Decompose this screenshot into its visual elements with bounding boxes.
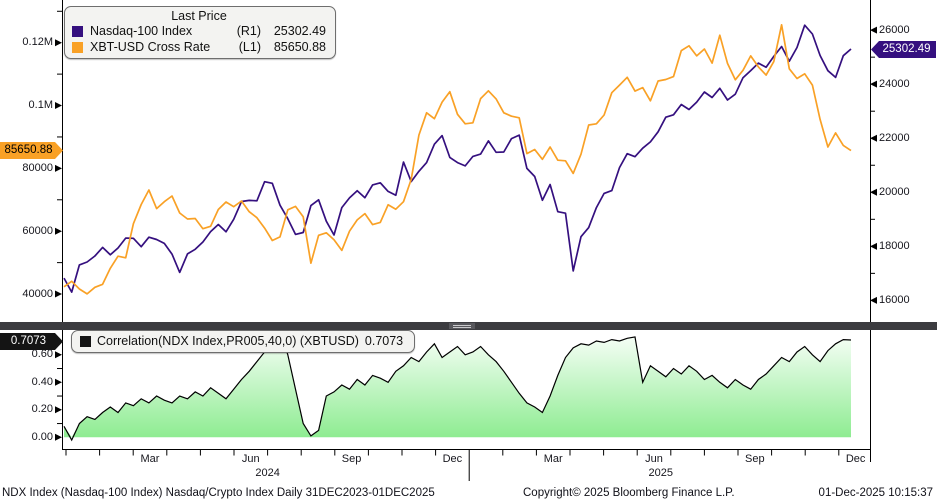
legend-row-ndx: Nasdaq-100 Index (R1) 25302.49 — [72, 23, 326, 39]
xbt-last-value: 85650.88 — [273, 40, 326, 54]
x-axis-month-label: Sep — [745, 453, 765, 465]
footer-timestamp: 01-Dec-2025 10:15:37 — [818, 487, 933, 499]
x-axis-month-label: Mar — [140, 453, 160, 465]
right-axis-tick-label: 20000 — [879, 185, 910, 198]
legend-row-xbt: XBT-USD Cross Rate (L1) 85650.88 — [72, 39, 326, 55]
x-axis-year-label: 2024 — [255, 467, 280, 479]
x-axis-month-label: Mar — [543, 453, 563, 465]
right-axis-tick-label: 26000 — [879, 23, 910, 36]
xbt-line — [63, 23, 852, 295]
ndx-last-price-badge[interactable]: 25302.49 — [871, 41, 936, 58]
right-axis-tick-label: 18000 — [879, 239, 910, 252]
ndx-line — [63, 24, 852, 293]
footer-copyright: Copyright© 2025 Bloomberg Finance L.P. — [523, 487, 735, 499]
main-legend[interactable]: Last Price Nasdaq-100 Index (R1) 25302.4… — [64, 6, 336, 59]
footer-description: NDX Index (Nasdaq-100 Index) Nasdaq/Cryp… — [2, 487, 435, 499]
correlation-last-value-badge[interactable]: 0.7073 — [0, 333, 63, 350]
ndx-axis-tag: (R1) — [236, 24, 261, 38]
left-axis-tick-label: 0.1M — [28, 99, 53, 112]
corr-axis-tick-label: 0.40 — [31, 375, 53, 388]
x-axis-year-label: 2025 — [648, 467, 673, 479]
xbt-swatch — [72, 41, 83, 53]
xbt-axis-tag: (L1) — [238, 40, 261, 54]
legend-title: Last Price — [171, 9, 227, 23]
left-axis-tick-label: 60000 — [22, 224, 53, 237]
left-axis-tick-label: 0.12M — [22, 36, 53, 49]
x-axis-month-label: Dec — [845, 453, 866, 465]
correlation-value: 0.7073 — [364, 334, 404, 348]
correlation-line — [63, 329, 852, 442]
ndx-series-name: Nasdaq-100 Index — [90, 24, 193, 38]
left-axis-tick-label: 40000 — [22, 287, 53, 300]
ndx-swatch — [72, 25, 83, 37]
right-axis-tick-label: 16000 — [879, 293, 910, 306]
correlation-swatch — [80, 335, 91, 347]
ndx-last-value: 25302.49 — [273, 24, 326, 38]
x-axis-month-label: Sep — [341, 453, 362, 465]
panel-resize-grip[interactable] — [449, 323, 475, 329]
xbt-last-price-badge[interactable]: 85650.88 — [0, 142, 63, 159]
corr-axis-tick-label: 0.60 — [31, 348, 53, 361]
corr-axis-tick-label: 0.20 — [31, 403, 53, 416]
panel-separator — [0, 322, 937, 330]
x-axis-month-label: Dec — [442, 453, 463, 465]
correlation-label: Correlation(NDX Index,PR005,40,0) (XBTUS… — [97, 334, 359, 348]
x-axis-month-label: Jun — [645, 453, 663, 465]
right-axis-tick-label: 24000 — [879, 77, 910, 90]
xbt-series-name: XBT-USD Cross Rate — [90, 40, 211, 54]
corr-axis-tick-label: 0.00 — [31, 430, 53, 443]
right-axis-tick-label: 22000 — [879, 131, 910, 144]
left-axis-tick-label: 80000 — [22, 161, 53, 174]
correlation-legend[interactable]: Correlation(NDX Index,PR005,40,0) (XBTUS… — [71, 330, 416, 353]
x-axis-month-label: Jun — [241, 453, 260, 465]
